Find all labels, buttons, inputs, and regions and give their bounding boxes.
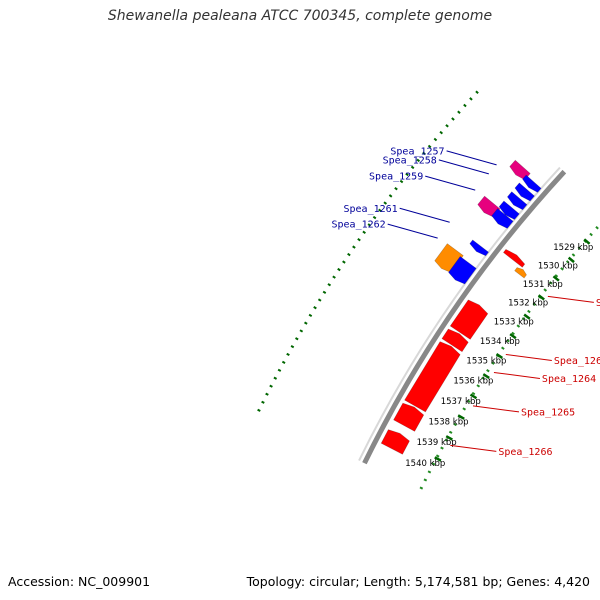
spea-1262-leader-line — [387, 223, 438, 239]
scale-tick-mark — [434, 456, 442, 462]
unnamed-gene-arrow — [522, 174, 542, 193]
scale-tick-mark — [457, 414, 465, 420]
scale-tick-mark — [509, 333, 517, 340]
spea-1261-gene-arrow — [469, 239, 489, 257]
scale-tick-label: 1529 kbp — [553, 243, 593, 253]
scale-dot-tracks — [257, 90, 600, 492]
spea-1261-label: Spea_1261 — [343, 204, 397, 215]
backbone-line — [362, 169, 567, 465]
spea-1257-leader-line — [446, 150, 497, 166]
spea-1258-leader-line — [438, 159, 489, 175]
scale-tick-label: 1534 kbp — [480, 337, 520, 347]
scale-tick-label: 1537 kbp — [441, 397, 481, 407]
unnamed-gene-arrow — [498, 200, 520, 220]
spea-1262-label: Spea_1262 — [331, 220, 385, 231]
map-title: Shewanella pealeana ATCC 700345, complet… — [107, 8, 493, 24]
scale-tick-label: 1535 kbp — [466, 357, 506, 367]
spea-1257-gene-arrow — [514, 182, 535, 202]
spea-1263-label: Spea_1263 — [554, 356, 600, 367]
scale-tick-mark — [445, 435, 453, 441]
spea-1260-leader-line — [547, 295, 594, 303]
scale-tick-mark — [523, 313, 531, 320]
spea-1265-gene-arrow — [404, 341, 461, 413]
scale-tick-mark — [537, 294, 545, 301]
gene-features — [380, 159, 542, 455]
spea-1259-label: Spea_1259 — [369, 172, 423, 183]
topology-text: Topology: circular; Length: 5,174,581 bp… — [246, 574, 590, 589]
spea-1263-gene-arrow — [449, 299, 489, 340]
unnamed-gene-arrow — [448, 256, 477, 285]
spea-1266-leader-line — [450, 444, 497, 452]
scale-tick-label: 1538 kbp — [428, 417, 468, 427]
scale-tick-label: 1532 kbp — [508, 299, 548, 309]
spea-1265-leader-line — [472, 405, 520, 413]
unnamed-gene-arrow — [491, 208, 514, 229]
genome-backbone — [358, 166, 567, 465]
spea-1260-gene-arrow — [502, 248, 526, 268]
spea-1265-label: Spea_1265 — [521, 407, 575, 418]
scale-tick-mark — [495, 352, 504, 359]
kbp-scale: 1529 kbp 1530 kbp 1531 kbp 1532 kbp 1533 kbp… — [405, 238, 593, 469]
spea-1261-leader-line — [399, 207, 450, 223]
scale-tick-label: 1530 kbp — [538, 261, 578, 271]
spea-1264-label: Spea_1264 — [542, 374, 596, 385]
spea-1258-label: Spea_1258 — [383, 155, 437, 166]
scale-tick-label: 1540 kbp — [405, 459, 445, 469]
backbone-outer-rail — [358, 166, 561, 461]
unnamed-gene-arrow — [514, 267, 527, 279]
scale-tick-label: 1531 kbp — [523, 280, 563, 290]
spea-1259-leader-line — [425, 175, 476, 191]
spea-1266-gene-arrow — [393, 402, 425, 432]
spea-1266-label: Spea_1266 — [498, 447, 552, 458]
scale-tick-mark — [567, 256, 575, 264]
accession-text: Accession: NC_009901 — [8, 574, 151, 589]
scale-tick-mark — [469, 393, 478, 400]
inner-dot-track — [418, 222, 600, 492]
scale-tick-mark — [552, 275, 560, 282]
spea-1260-label: Spea_1260 — [596, 298, 600, 309]
unnamed-gene-arrow — [380, 429, 410, 455]
scale-tick-label: 1539 kbp — [417, 438, 457, 448]
spea-1264-gene-arrow — [441, 328, 469, 353]
scale-tick-label: 1536 kbp — [453, 377, 493, 387]
spea-1263-leader-line — [505, 354, 552, 362]
spea-1264-leader-line — [493, 371, 540, 379]
scale-tick-mark — [583, 238, 591, 245]
spea-1257-label: Spea_1257 — [390, 146, 444, 157]
spea-1258-gene-arrow — [507, 191, 528, 211]
scale-tick-label: 1533 kbp — [494, 318, 534, 328]
scale-tick-mark — [482, 373, 490, 380]
